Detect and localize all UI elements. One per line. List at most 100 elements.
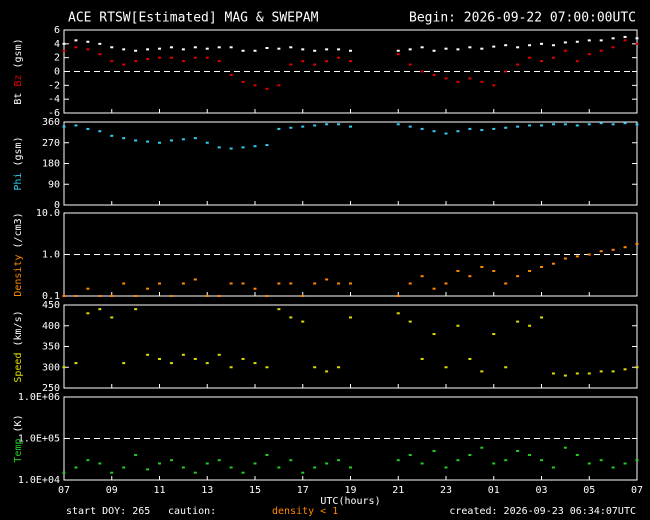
data-point (623, 122, 627, 125)
data-point (492, 462, 496, 465)
x-tick-label: 15 (249, 485, 261, 496)
data-point (432, 449, 436, 452)
data-point (563, 41, 567, 44)
y-tick-label: -4 (48, 94, 60, 105)
data-point (480, 265, 484, 268)
data-point (635, 242, 639, 245)
data-point (241, 357, 245, 360)
begin-time: Begin: 2026-09-22 07:00:00UTC (409, 11, 636, 26)
data-point (265, 295, 269, 297)
data-point (169, 139, 173, 142)
data-point (563, 374, 567, 377)
data-point (86, 127, 90, 130)
data-point (289, 282, 293, 285)
data-point (492, 127, 496, 130)
y-tick-label: -2 (48, 80, 60, 91)
x-tick-label: 01 (488, 485, 500, 496)
data-point (217, 353, 221, 356)
data-point (456, 80, 460, 83)
data-point (98, 295, 102, 297)
data-point (396, 312, 400, 315)
y-axis-label: Phi (gsm) (13, 136, 24, 190)
data-point (528, 124, 532, 127)
data-point (277, 127, 281, 130)
data-point (337, 123, 341, 126)
data-point (420, 46, 424, 49)
data-point (492, 45, 496, 48)
data-point (253, 462, 257, 465)
data-point (325, 123, 329, 126)
x-tick-label: 07 (631, 485, 643, 496)
data-point (169, 295, 173, 297)
data-point (516, 46, 520, 49)
x-tick-label: 17 (297, 485, 309, 496)
data-point (169, 362, 173, 365)
data-point (122, 48, 126, 51)
data-point (349, 125, 352, 128)
data-point (62, 295, 66, 297)
data-point (325, 370, 329, 373)
data-point (599, 250, 603, 253)
data-point (217, 295, 221, 297)
legend-entry: Temp (13, 439, 24, 463)
data-point (408, 63, 412, 66)
data-point (528, 56, 532, 59)
data-point (277, 47, 281, 50)
y-unit: (K) (13, 414, 24, 432)
data-point (265, 46, 269, 49)
data-point (122, 137, 126, 140)
x-axis-label: UTC(hours) (320, 496, 380, 507)
data-point (289, 46, 293, 49)
y-tick-label: 250 (42, 383, 60, 394)
data-point (396, 295, 400, 297)
x-tick-label: 21 (392, 485, 404, 496)
data-point (623, 39, 627, 42)
data-point (551, 262, 555, 265)
data-point (86, 312, 90, 315)
x-tick-label: 13 (201, 485, 213, 496)
data-point (181, 60, 185, 63)
data-point (74, 46, 78, 49)
data-point (408, 454, 412, 457)
data-point (146, 48, 150, 51)
data-point (158, 141, 161, 144)
y-tick-label: 400 (42, 321, 60, 332)
created-time: created: 2026-09-23 06:34:07UTC (449, 506, 636, 517)
data-point (277, 282, 281, 285)
y-tick-label: 350 (42, 342, 60, 353)
data-point (528, 44, 532, 47)
data-point (193, 471, 197, 474)
x-tick-label: 03 (535, 485, 547, 496)
data-point (420, 357, 424, 360)
data-point (563, 446, 567, 449)
data-point (587, 462, 591, 465)
data-point (301, 471, 305, 474)
data-point (205, 295, 209, 297)
data-point (516, 275, 520, 278)
data-point (181, 282, 185, 285)
data-point (456, 270, 460, 273)
data-point (611, 248, 615, 251)
data-point (134, 49, 138, 52)
data-point (396, 53, 400, 56)
data-point (575, 60, 579, 63)
data-point (540, 124, 543, 127)
data-point (337, 48, 341, 51)
data-point (181, 48, 185, 51)
data-point (217, 46, 221, 49)
data-point (301, 295, 305, 297)
data-point (480, 370, 484, 373)
data-point (301, 125, 305, 128)
data-point (540, 265, 543, 268)
data-point (229, 466, 233, 469)
data-point (265, 454, 269, 457)
data-point (563, 49, 567, 52)
y-axis-label: Density (/cm3) (13, 212, 24, 296)
data-point (504, 44, 508, 47)
data-point (253, 287, 257, 290)
data-point (181, 138, 185, 141)
data-point (635, 37, 639, 40)
y-axis-label: Temp (K) (13, 414, 24, 462)
data-point (504, 126, 508, 129)
